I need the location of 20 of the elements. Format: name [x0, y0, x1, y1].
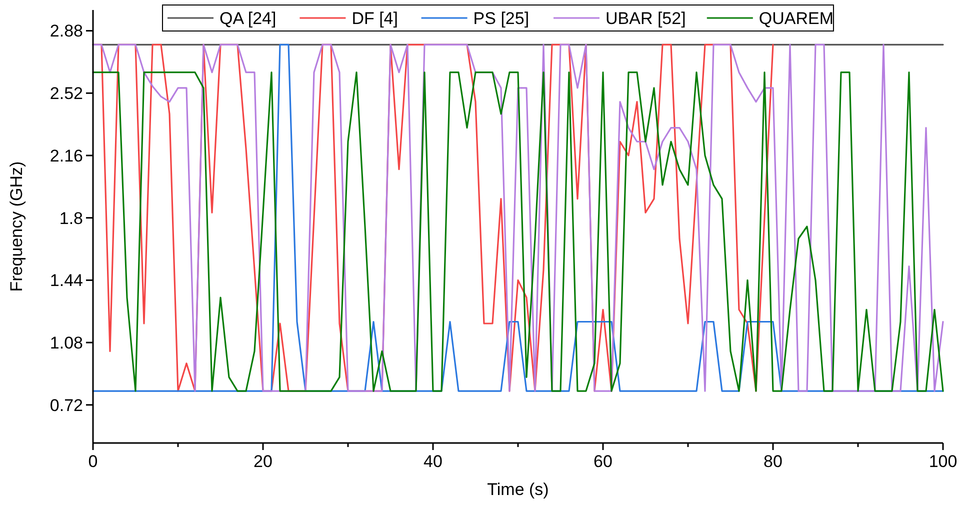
x-tick-label: 80: [764, 452, 782, 471]
y-tick-label: 0.72: [50, 396, 83, 415]
y-tick-label: 1.08: [50, 333, 83, 352]
y-tick-label: 2.52: [50, 84, 83, 104]
x-tick-label: 60: [594, 452, 612, 471]
legend-label: DF [4]: [352, 8, 398, 28]
x-tick-label: 0: [88, 452, 98, 471]
x-tick-label: 100: [928, 452, 958, 471]
legend-label: UBAR [52]: [606, 8, 686, 28]
legend-label: QA [24]: [220, 8, 276, 28]
y-tick-label: 2.16: [50, 146, 83, 166]
y-tick-label: 1.44: [50, 271, 83, 290]
y-tick-label: 2.88: [50, 22, 83, 41]
y-axis-title: Frequency (GHz): [7, 161, 26, 292]
x-tick-label: 40: [424, 452, 442, 471]
y-tick-label: 1.8: [59, 208, 83, 228]
x-tick-label: 20: [254, 452, 272, 471]
x-axis-title: Time (s): [487, 480, 549, 499]
legend-label: QUAREM: [758, 8, 834, 28]
legend-label: PS [25]: [473, 8, 530, 28]
